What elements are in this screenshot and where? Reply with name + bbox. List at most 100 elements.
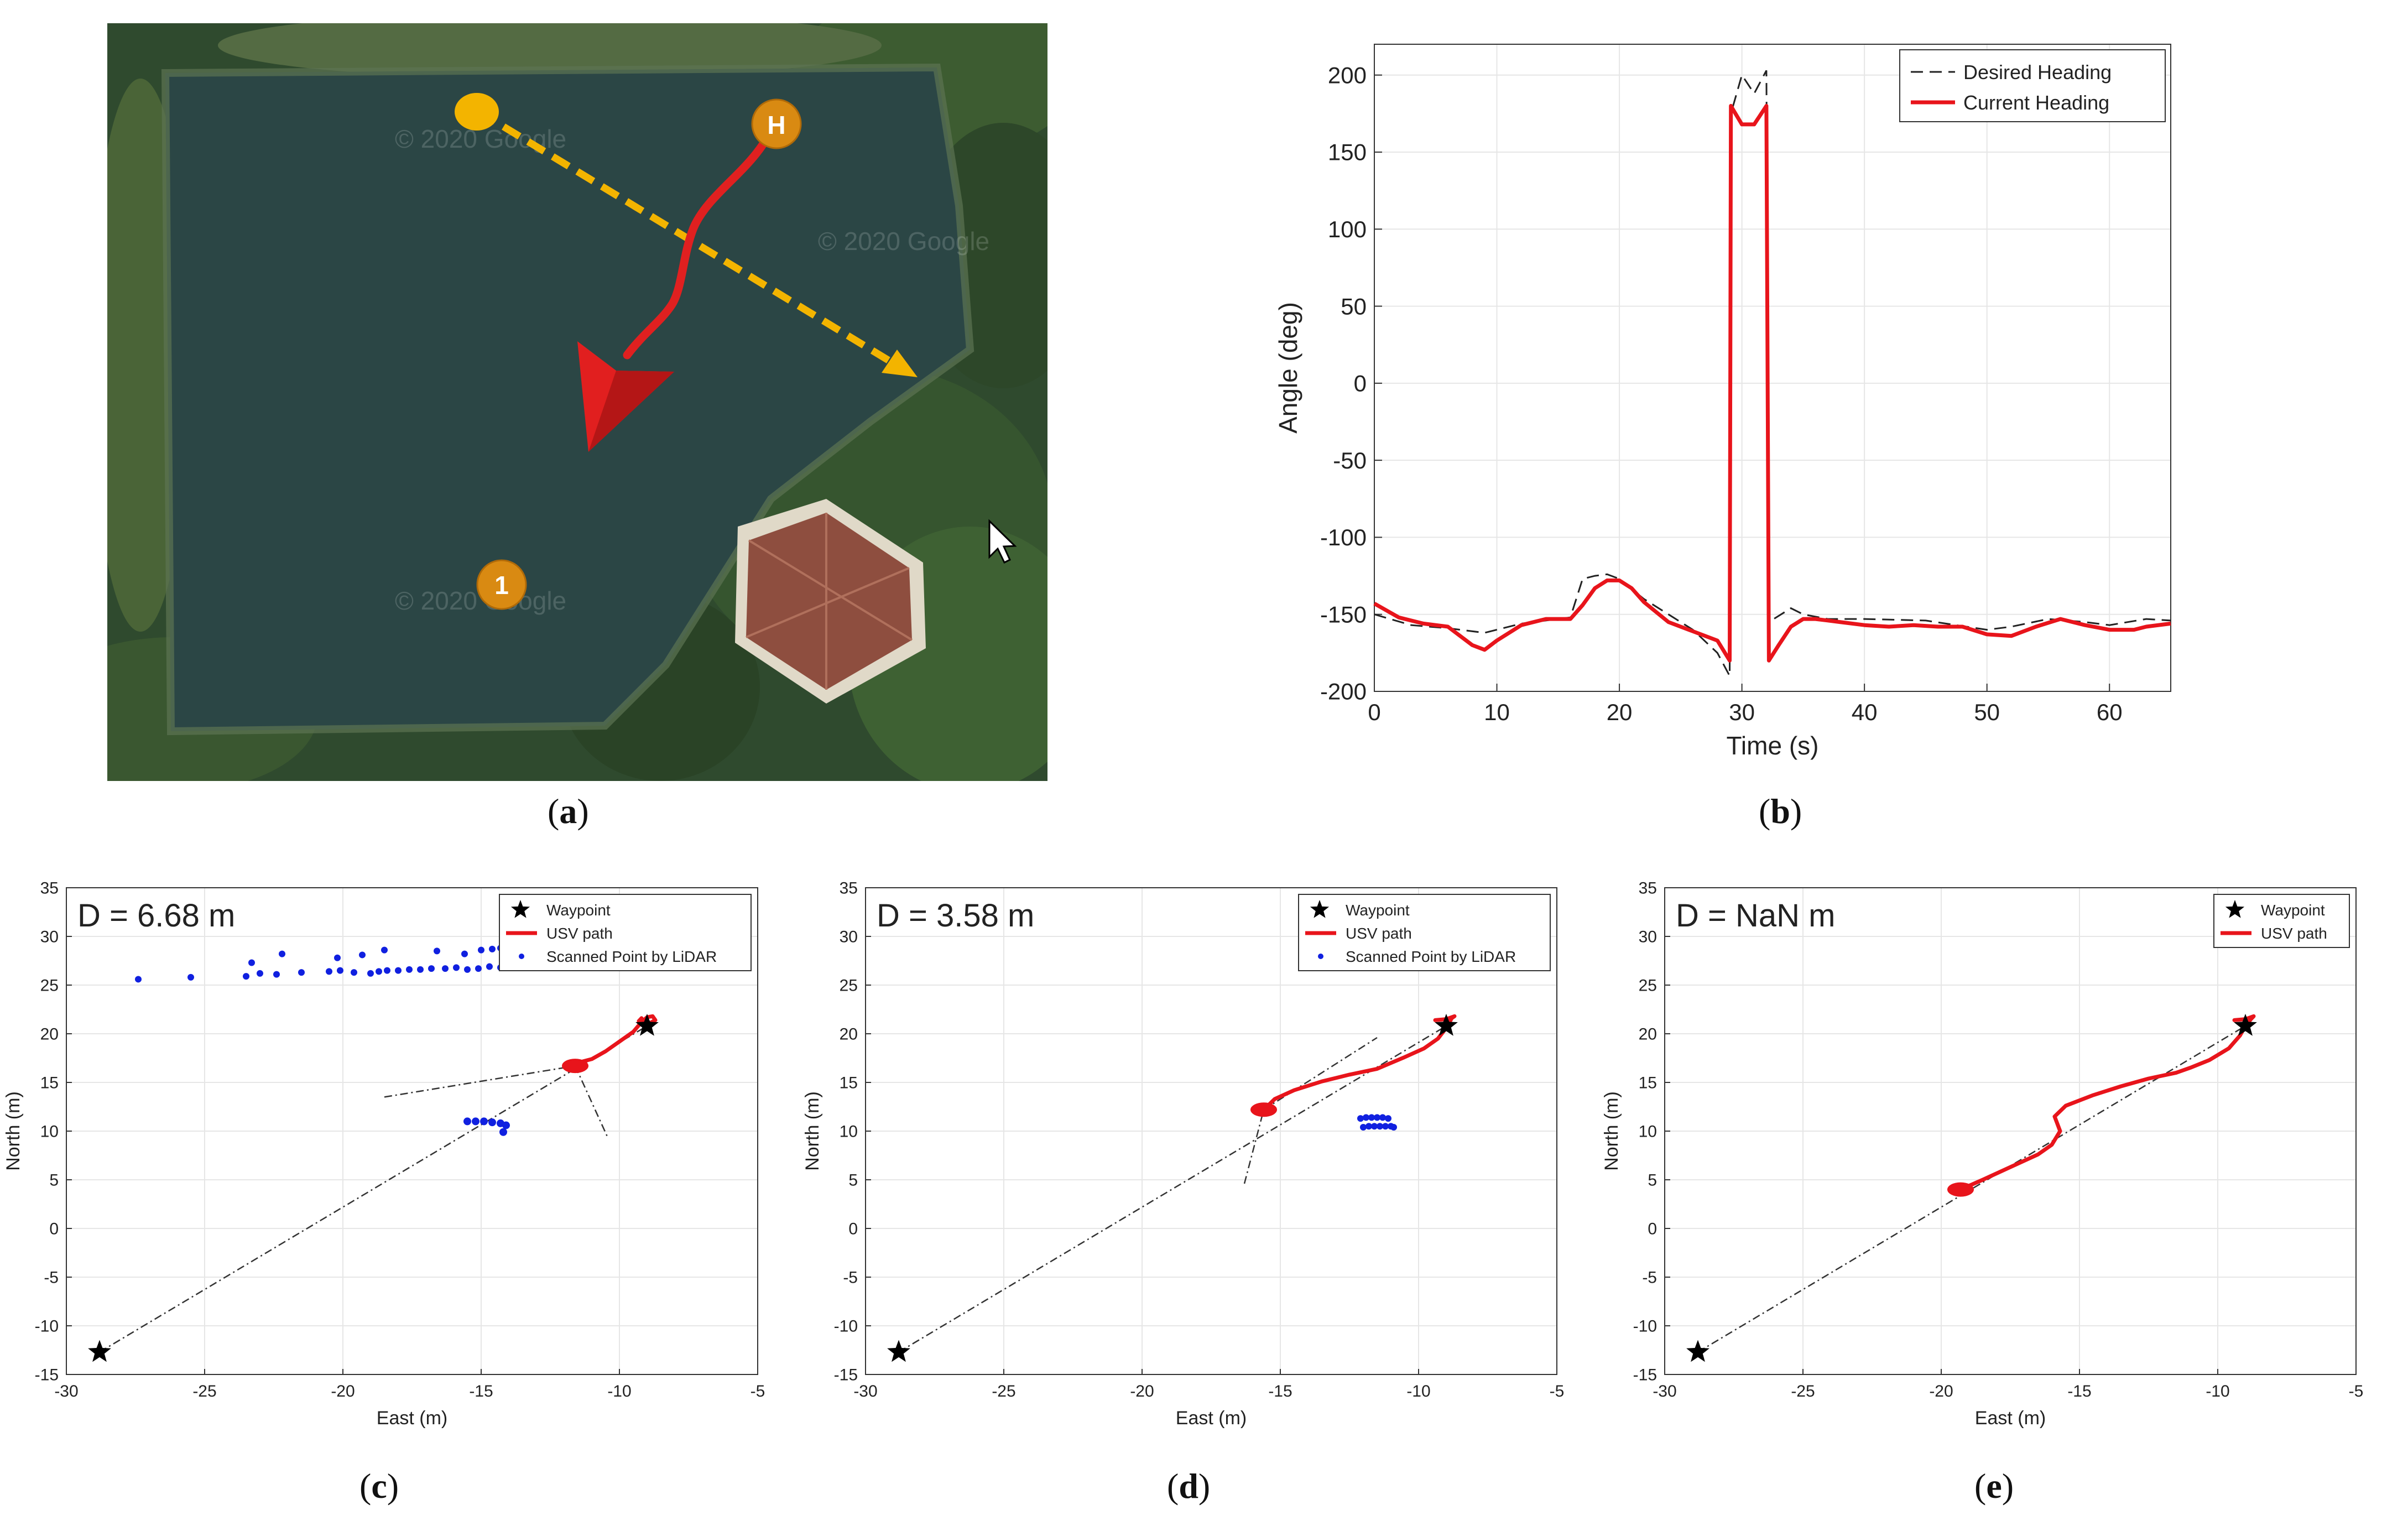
lidar-point <box>376 968 382 975</box>
usv-path-line <box>1958 1014 2256 1192</box>
lidar-point <box>1365 1123 1372 1130</box>
y-axis-label: North (m) <box>802 1091 823 1171</box>
gazebo-roof <box>735 499 926 704</box>
y-tick-label: 35 <box>1639 879 1657 898</box>
y-tick-label: 30 <box>40 928 59 946</box>
x-axis-label: East (m) <box>377 1408 447 1429</box>
distance-annotation: D = NaN m <box>1676 898 1835 934</box>
y-tick-label: -5 <box>44 1269 59 1287</box>
lidar-point <box>1363 1114 1369 1121</box>
x-tick-label: -5 <box>750 1382 765 1400</box>
y-tick-label: 35 <box>40 879 59 898</box>
lidar-point <box>1368 1114 1375 1121</box>
lidar-point <box>478 946 484 954</box>
home-marker[interactable]: H <box>751 98 802 149</box>
distance-annotation: D = 3.58 m <box>877 898 1034 934</box>
y-tick-label: 5 <box>49 1171 59 1190</box>
waypoint-star <box>1686 1340 1709 1362</box>
trajectory-chart-e-panel: -30 -25 -20 -15 -10 -5 -15 -10 -5 0 5 10 15 20 25 30 35 E… <box>1598 863 2384 1471</box>
guide-line <box>1243 1109 1265 1184</box>
lidar-point <box>243 973 249 980</box>
x-tick-label: -25 <box>992 1382 1015 1400</box>
waypoint-star <box>887 1340 910 1362</box>
legend-label-waypoint: Waypoint <box>546 902 611 919</box>
lidar-point <box>417 966 424 973</box>
lidar-point <box>1357 1115 1364 1122</box>
y-tick-label: 150 <box>1328 139 1367 165</box>
lidar-point <box>298 969 305 976</box>
y-tick-label: 5 <box>848 1171 858 1190</box>
lidar-point <box>499 1128 507 1136</box>
legend-label-usv-path: USV path <box>2261 925 2327 942</box>
x-tick-label: -10 <box>1406 1382 1430 1400</box>
vehicle-track <box>623 113 781 360</box>
x-axis-label: Time (s) <box>1727 731 1819 760</box>
usv-start-cluster <box>562 1059 588 1074</box>
lidar-point <box>480 1117 488 1126</box>
lidar-point <box>475 965 482 972</box>
legend-label-waypoint: Waypoint <box>2261 902 2325 919</box>
guide-line <box>898 1025 1447 1353</box>
vehicle-start-marker[interactable] <box>455 93 499 131</box>
x-tick-label: -15 <box>469 1382 493 1400</box>
current-heading-line <box>1373 103 2171 663</box>
plot-area <box>1374 44 2171 692</box>
y-tick-label: 10 <box>1639 1123 1657 1141</box>
trajectory-chart-e: -30 -25 -20 -15 -10 -5 -15 -10 -5 0 5 10 15 20 25 30 35 E… <box>1601 879 2363 1429</box>
x-tick-label: -5 <box>1550 1382 1565 1400</box>
x-tick-label: -25 <box>192 1382 216 1400</box>
waypoint-star <box>1435 1013 1458 1036</box>
y-tick-label: -150 <box>1320 601 1367 627</box>
y-tick-label: -15 <box>1633 1366 1657 1384</box>
y-tick-label: 0 <box>848 1220 858 1238</box>
chart-legend: Waypoint USV path <box>2213 894 2350 948</box>
legend-swatch-lidar <box>1318 954 1323 959</box>
legend-swatch-waypoint <box>2225 900 2245 918</box>
plot-frame <box>66 887 758 1375</box>
lidar-point <box>1360 1123 1367 1131</box>
y-tick-label: 20 <box>40 1025 59 1044</box>
guide-line <box>99 1025 648 1353</box>
lidar-point <box>273 971 280 978</box>
lidar-point <box>1382 1123 1389 1130</box>
legend-label-usv-path: USV path <box>1346 925 1412 942</box>
x-tick-label: -30 <box>54 1382 78 1400</box>
y-tick-label: -10 <box>834 1318 858 1336</box>
chart-legend: Desired Heading Current Heading <box>1899 49 2166 122</box>
x-tick-label: -15 <box>2067 1382 2091 1400</box>
lidar-point <box>257 970 263 977</box>
vehicle-heading-arrow[interactable] <box>577 341 674 452</box>
y-axis-label: North (m) <box>1601 1091 1622 1171</box>
legend-label-desired: Desired Heading <box>1963 61 2112 84</box>
guide-line <box>384 1065 576 1098</box>
waypoint-star <box>2234 1013 2257 1036</box>
y-tick-label: 5 <box>1648 1171 1657 1190</box>
y-tick-label: 30 <box>840 928 858 946</box>
y-tick-label: -5 <box>1642 1269 1657 1287</box>
caption-e: (e) <box>1974 1466 2014 1506</box>
waypoint-1-marker[interactable]: 1 <box>476 559 527 610</box>
x-tick-label: -10 <box>607 1382 631 1400</box>
lidar-point <box>384 967 390 974</box>
legend-label-usv-path: USV path <box>546 925 613 942</box>
lidar-point <box>367 970 374 977</box>
y-tick-label: 25 <box>1639 977 1657 995</box>
x-axis-label: East (m) <box>1176 1408 1247 1429</box>
waypoint-star <box>88 1340 111 1362</box>
y-tick-label: -10 <box>35 1318 59 1336</box>
waypoint-star <box>635 1013 659 1036</box>
chart-legend: Waypoint USV path Scanned Point by LiDAR <box>1298 894 1551 971</box>
y-tick-label: 30 <box>1639 928 1657 946</box>
mouse-cursor-icon <box>988 519 1017 564</box>
caption-c: (c) <box>359 1466 399 1506</box>
legend-swatch-waypoint <box>1310 900 1330 918</box>
lidar-point <box>486 963 493 970</box>
x-tick-label: 40 <box>1852 699 1878 725</box>
lidar-point <box>453 964 460 971</box>
y-tick-label: 15 <box>40 1074 59 1092</box>
y-tick-label: 100 <box>1328 216 1367 242</box>
y-tick-label: 200 <box>1328 62 1367 88</box>
caption-a: (a) <box>548 791 589 831</box>
x-axis-label: East (m) <box>1975 1408 2046 1429</box>
lidar-point <box>406 966 413 973</box>
